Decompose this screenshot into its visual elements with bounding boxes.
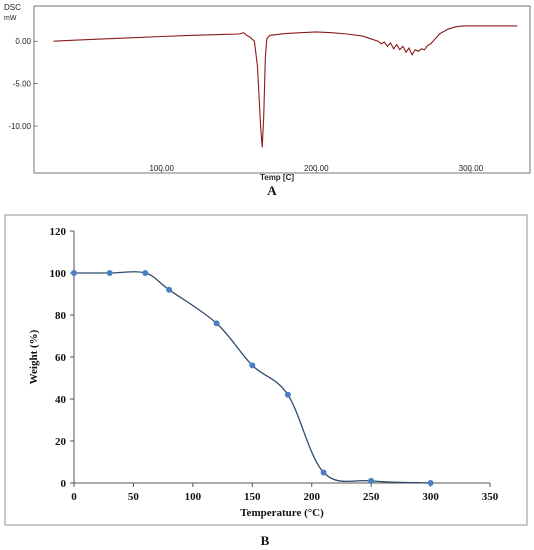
panel-label-a: A [267,183,277,198]
tga-ylabel: Weight (%) [28,329,40,384]
tga-outer-frame [4,214,528,526]
dsc-y-tick-labels: 0.00 -5.00 -10.00 [8,37,31,131]
tga-data-point [249,362,256,369]
tga-y-tick-label: 40 [55,394,67,406]
tga-y-tick-label: 60 [55,352,67,364]
tga-data-point [106,270,113,276]
tga-data-point [427,480,434,486]
panel-label-b: B [261,533,270,548]
tga-data-point [166,286,173,293]
dsc-plot-frame [33,5,531,174]
tga-data-point [284,391,291,398]
dsc-tick-marks [34,40,472,173]
tga-chart: 0 50 100 150 200 250 300 350 0 20 40 60 80 100 120 Te… [4,214,528,526]
dsc-y-tick-label: -5.00 [13,80,32,89]
tga-y-tick-label: 80 [55,310,67,322]
tga-xlabel: Temperature (°C) [240,507,324,519]
tga-y-tick-label: 0 [61,478,67,490]
tga-x-tick-label: 100 [185,491,202,503]
tga-data-point [320,469,327,476]
dsc-y-tick-label: -10.00 [8,122,31,131]
dsc-ylabel-line1: DSC [4,3,21,12]
dsc-x-tick-label: 200.00 [304,164,329,173]
tga-data-point [71,270,77,276]
tga-x-tick-label: 250 [363,491,380,503]
dsc-xlabel: Temp [C] [260,173,294,182]
dsc-ylabel-line2: mW [4,15,17,22]
dsc-curve [53,25,518,148]
dsc-y-tick-label: 0.00 [15,37,31,46]
tga-x-tick-labels: 0 50 100 150 200 250 300 350 [71,491,499,503]
tga-data-points [71,270,434,486]
tga-x-tick-label: 300 [422,491,439,503]
dsc-x-tick-label: 100.00 [149,164,174,173]
tga-data-point [142,270,149,276]
dsc-x-tick-labels: 100.00 200.00 300.00 [149,164,483,173]
tga-curve [74,271,431,484]
tga-x-tick-label: 150 [244,491,261,503]
dsc-chart: DSC mW 0.00 -5.00 -10.00 100.00 200.00 3… [4,3,531,198]
tga-y-tick-label: 120 [50,226,67,238]
tga-x-tick-label: 50 [128,491,140,503]
tga-y-tick-label: 20 [55,436,67,448]
tga-x-tick-label: 200 [303,491,320,503]
tga-data-point [368,477,375,484]
tga-x-tick-label: 0 [71,491,77,503]
tga-x-tick-label: 350 [482,491,499,503]
tga-y-tick-label: 100 [50,268,67,280]
tga-y-tick-labels: 0 20 40 60 80 100 120 [50,226,67,490]
tga-data-point [213,320,220,327]
dsc-x-tick-label: 300.00 [459,164,484,173]
